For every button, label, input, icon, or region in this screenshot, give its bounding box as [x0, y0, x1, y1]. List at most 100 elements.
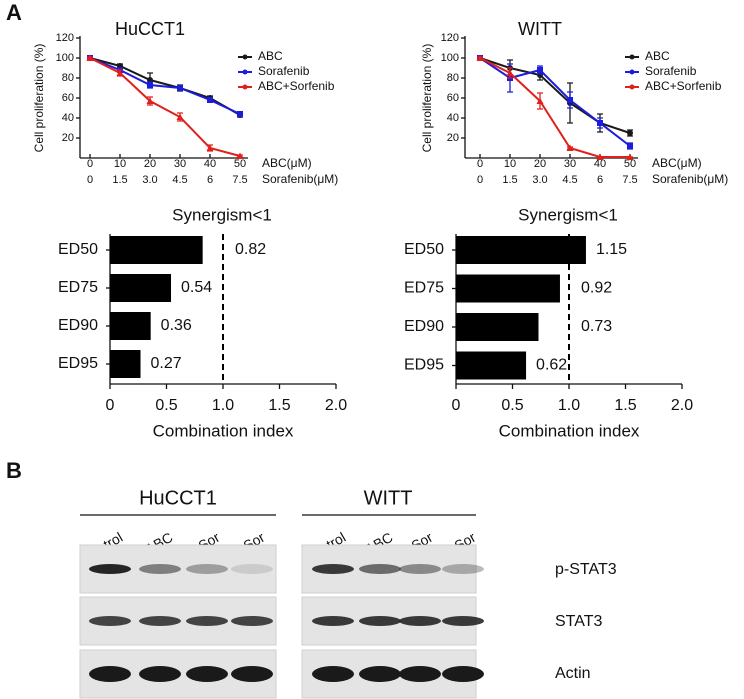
y-tick-label: 40	[62, 112, 74, 124]
x-tick-label: 40	[594, 158, 606, 170]
bar	[110, 236, 203, 264]
x-tick-label-2: 3.0	[532, 174, 547, 186]
x-tick-label: 30	[564, 158, 576, 170]
legend-label: ABC+Sorfenib	[258, 79, 335, 93]
x-tick-label-2: 6	[597, 174, 603, 186]
blot-band	[312, 564, 354, 574]
bar	[110, 312, 151, 340]
blot-panel: HuCCT1 WITT p-STAT3 STAT3 Actin	[80, 487, 617, 682]
row-label: Actin	[555, 665, 591, 682]
x-tick-label: 2.0	[325, 397, 347, 414]
blot-band	[89, 666, 131, 682]
x-tick-label-2: 4.5	[562, 174, 577, 186]
chart-title: Synergism<1	[172, 205, 272, 224]
chart-title: WITT	[518, 19, 562, 39]
y-tick-label: ED50	[58, 241, 98, 258]
y-tick-label: 100	[56, 52, 74, 64]
x-tick-label: 0	[452, 397, 461, 414]
marker	[86, 54, 94, 61]
marker	[627, 143, 633, 149]
blot-band	[139, 666, 181, 682]
y-axis-label: Cell proliferation (%)	[32, 44, 46, 153]
blot-band	[442, 616, 484, 626]
marker	[177, 85, 183, 91]
row-label: STAT3	[555, 613, 603, 630]
x-tick-label: 50	[234, 158, 246, 170]
y-tick-label: ED95	[58, 355, 98, 372]
blot-band	[442, 666, 484, 682]
blot-band	[442, 564, 484, 574]
y-tick-label: ED95	[404, 357, 444, 374]
y-tick-label: 120	[441, 32, 459, 44]
value-label: 0.62	[536, 357, 567, 374]
value-label: 0.73	[581, 318, 612, 335]
blot-band	[399, 616, 441, 626]
legend-marker	[629, 84, 635, 90]
y-tick-label: ED90	[404, 318, 444, 335]
blot-band	[139, 616, 181, 626]
x-tick-label: 0	[106, 397, 115, 414]
marker	[147, 82, 153, 88]
panel-label: B	[6, 458, 22, 483]
y-tick-label: 40	[447, 112, 459, 124]
x-tick-label: 20	[534, 158, 546, 170]
value-label: 0.27	[151, 355, 182, 372]
x-axis-label: ABC(μM)	[262, 156, 312, 170]
blot-band	[359, 564, 401, 574]
x-tick-label: 2.0	[671, 397, 693, 414]
bar-chart: Synergism<1 0 0.5 1.0 1.5 2.0 Combination inde…	[404, 205, 693, 440]
legend-label: Sorafenib	[258, 64, 310, 78]
marker	[146, 97, 154, 104]
marker	[567, 97, 573, 103]
x-axis-label-2: Sorafenib(μM)	[652, 172, 728, 186]
blot-band	[399, 666, 441, 682]
y-tick-label: ED50	[404, 241, 444, 258]
blot-band	[231, 564, 273, 574]
x-tick-label-2: 0	[477, 174, 483, 186]
legend-marker	[629, 54, 635, 60]
y-axis-label: Cell proliferation (%)	[420, 44, 434, 153]
x-tick-label: 10	[504, 158, 516, 170]
x-tick-label: 1.0	[558, 397, 580, 414]
x-tick-label-2: 4.5	[172, 174, 187, 186]
x-tick-label: 0	[477, 158, 483, 170]
blot-band	[231, 616, 273, 626]
x-tick-label: 50	[624, 158, 636, 170]
y-tick-label: 80	[447, 72, 459, 84]
y-tick-label: ED75	[404, 280, 444, 297]
x-tick-label: 1.5	[268, 397, 290, 414]
blot-band	[89, 564, 131, 574]
marker	[237, 111, 243, 117]
x-tick-label: 20	[144, 158, 156, 170]
y-tick-label: 20	[62, 132, 74, 144]
panel-label: A	[6, 0, 22, 25]
x-tick-label: 0.5	[155, 397, 177, 414]
value-label: 1.15	[596, 241, 627, 258]
blot-band	[186, 564, 228, 574]
series-line	[479, 57, 631, 147]
marker	[506, 69, 514, 76]
series-line	[479, 57, 630, 158]
legend-label: ABC+Sorfenib	[645, 79, 722, 93]
x-tick-label: 0.5	[501, 397, 523, 414]
marker	[207, 97, 213, 103]
blot-band	[186, 616, 228, 626]
y-tick-label: ED90	[58, 317, 98, 334]
x-tick-label-2: 0	[87, 174, 93, 186]
x-tick-label: 1.0	[212, 397, 234, 414]
y-tick-label: 100	[441, 52, 459, 64]
marker	[566, 144, 574, 151]
bar	[456, 274, 560, 303]
legend-marker	[242, 84, 248, 90]
value-label: 0.54	[181, 279, 212, 296]
bar	[110, 350, 141, 378]
marker	[476, 54, 484, 61]
bar	[110, 274, 172, 302]
chart-title: HuCCT1	[115, 19, 185, 39]
x-tick-label-2: 6	[207, 174, 213, 186]
blot-band	[399, 564, 441, 574]
blot-band	[186, 666, 228, 682]
x-tick-label-2: 7.5	[622, 174, 637, 186]
